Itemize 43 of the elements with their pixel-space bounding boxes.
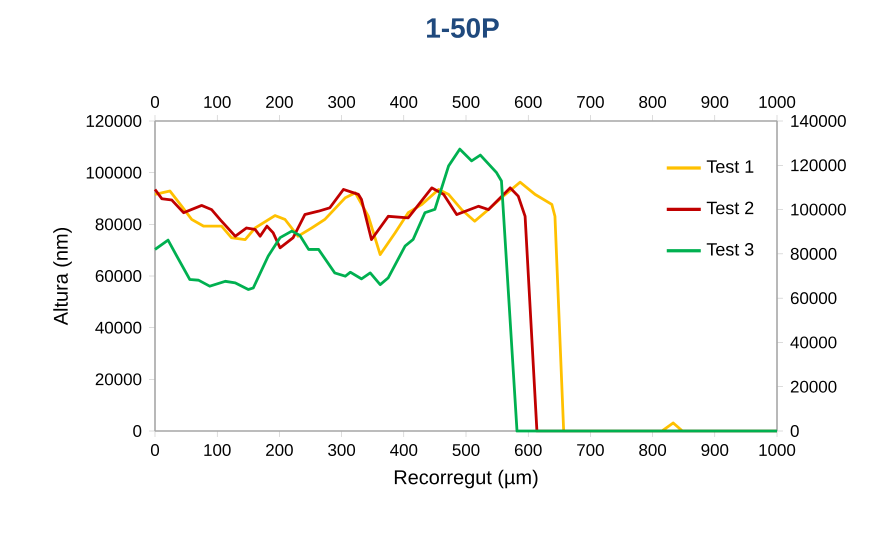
x2-tick-label: 200 [266, 444, 293, 456]
x-tick-label: 300 [328, 96, 356, 108]
x2-tick-label: 600 [514, 444, 542, 456]
y-tick-label: 100000 [86, 166, 142, 179]
y2-tick-label: 140000 [791, 115, 846, 127]
x2-tick-label: 400 [390, 444, 418, 456]
x2-tick-label: 0 [150, 444, 160, 456]
legend-label: Test 1 [706, 160, 754, 173]
y-tick-label: 120000 [86, 115, 142, 127]
y2-tick-label: 120000 [791, 159, 846, 172]
y-tick-label: 20000 [96, 373, 142, 386]
x-tick-label: 200 [266, 96, 293, 108]
x-tick-label: 600 [514, 96, 542, 108]
y2-tick-label: 0 [790, 425, 799, 437]
y-tick-label: 40000 [95, 322, 142, 334]
y2-tick-label: 40000 [790, 336, 836, 348]
x-tick-label: 800 [639, 96, 666, 108]
x-tick-label: 100 [204, 96, 231, 108]
y-tick-label: 80000 [96, 218, 142, 230]
x2-tick-label: 900 [701, 444, 728, 456]
y2-tick-label: 60000 [790, 292, 836, 304]
x-tick-label: 500 [452, 96, 480, 108]
legend-label: Test 2 [706, 202, 754, 214]
y-axis-title: Altura (nm) [53, 228, 72, 326]
x-tick-label: 700 [577, 96, 604, 108]
legend-label: Test 3 [706, 243, 754, 256]
x2-tick-label: 800 [639, 444, 666, 456]
y2-tick-label: 100000 [791, 204, 846, 216]
x-tick-label: 0 [150, 96, 160, 108]
x2-tick-label: 700 [577, 444, 604, 456]
x2-tick-label: 1000 [759, 444, 796, 456]
y2-tick-label: 20000 [790, 380, 836, 393]
x2-tick-label: 500 [452, 444, 480, 456]
x-tick-label: 1000 [759, 96, 796, 108]
y-tick-label: 60000 [96, 270, 142, 282]
x-tick-label: 400 [390, 96, 418, 108]
y2-tick-label: 80000 [790, 248, 836, 260]
x2-tick-label: 100 [204, 444, 231, 456]
x-axis-title: Recorregut (µm) [394, 470, 538, 488]
chart-title: 1-50P [427, 18, 499, 38]
y-tick-label: 0 [133, 425, 142, 437]
x-tick-label: 900 [701, 96, 728, 108]
x2-tick-label: 300 [328, 444, 356, 456]
